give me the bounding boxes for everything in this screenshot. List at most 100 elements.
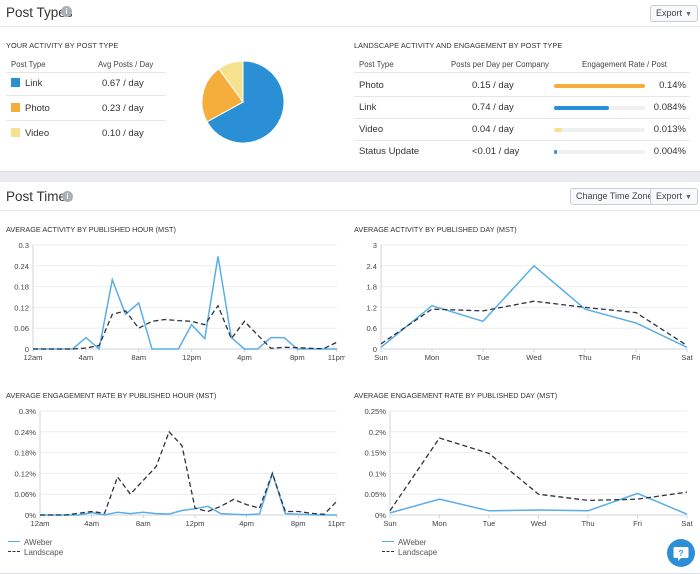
legend-swatch — [11, 128, 20, 137]
x-tick-label: Mon — [425, 353, 440, 362]
y-tick-label: 0.2% — [369, 428, 387, 437]
row-label: Video — [25, 128, 50, 139]
series-line-landscape — [389, 437, 688, 512]
row-post-type: Status Update — [359, 146, 420, 157]
activity-by-hour-chart: 0 0.06 0.12 0.18 0.24 0.3 12am 4am 8am 12pm 4pm 8pm… — [14, 241, 345, 362]
post-types-panel: Post Types i Export ▼ YOUR ACTIVITY BY PO… — [0, 0, 700, 172]
x-tick-label: Wed — [526, 353, 541, 362]
x-tick-label: 11pm — [328, 353, 345, 362]
x-tick-label: Thu — [581, 519, 594, 528]
chart-title: AVERAGE ENGAGEMENT RATE BY PUBLISHED HOU… — [6, 391, 217, 400]
y-tick-label: 0.25% — [364, 407, 386, 416]
x-tick-label: 12pm — [182, 353, 201, 362]
y-tick-label: 1.8 — [366, 283, 377, 292]
x-tick-label: 8pm — [290, 353, 305, 362]
col-header-posts-per-day: Posts per Day per Company — [451, 60, 549, 69]
col-header-avg-posts: Avg Posts / Day — [98, 60, 154, 69]
engagement-by-day-chart: 0% 0.05% 0.1% 0.15% 0.2% 0.25% Sun Mon Tue Wed Thu… — [364, 407, 693, 528]
activity-by-day-chart: 0 0.6 1.2 1.8 2.4 3 Sun Mon Tue Wed Thu Fri Sat — [366, 241, 693, 362]
x-tick-label: Fri — [632, 353, 641, 362]
series-line-landscape — [33, 304, 338, 350]
row-posts-per-day: 0.74 / day — [472, 102, 514, 113]
series-line-aweber — [380, 264, 688, 348]
info-icon[interactable]: i — [61, 6, 72, 17]
post-times-panel: Post Times i Change Time Zone... Export ▼ — [0, 182, 700, 574]
x-tick-label: 8am — [136, 519, 151, 528]
y-tick-label: 0.3 — [18, 241, 29, 250]
row-label: Photo — [25, 103, 50, 114]
y-tick-label: 0.06% — [14, 490, 36, 499]
info-icon[interactable]: i — [62, 191, 73, 202]
pie-slice-video — [218, 60, 244, 104]
row-value: 0.67 / day — [102, 78, 144, 89]
chart-title: AVERAGE ACTIVITY BY PUBLISHED DAY (MST) — [354, 225, 517, 234]
x-tick-label: Tue — [483, 519, 496, 528]
engagement-by-hour-chart: 0% 0.06% 0.12% 0.18% 0.24% 0.3% 12am 4am 8am 12pm… — [14, 407, 345, 528]
col-header-engagement-rate: Engagement Rate / Post — [582, 60, 667, 69]
chevron-down-icon: ▼ — [685, 194, 692, 201]
row-value: 0.10 / day — [102, 128, 144, 139]
legend-item-landscape: Landscape — [8, 548, 63, 557]
x-tick-label: Sun — [383, 519, 397, 528]
y-tick-label: 0.24 — [14, 262, 29, 271]
row-post-type: Link — [11, 78, 42, 89]
y-tick-label: 0.12% — [14, 469, 36, 478]
y-tick-label: 0.12 — [14, 303, 29, 312]
x-tick-label: Tue — [477, 353, 490, 362]
y-tick-label: 0.18 — [14, 283, 29, 292]
x-tick-label: 4pm — [239, 519, 254, 528]
row-engagement-rate: 0.004% — [653, 146, 686, 157]
row-value: 0.23 / day — [102, 103, 144, 114]
y-tick-label: 0.24% — [14, 428, 36, 437]
y-tick-label: 0.05% — [364, 490, 386, 499]
row-post-type: Photo — [11, 103, 50, 114]
y-tick-label: 0% — [25, 511, 36, 520]
row-post-type: Link — [359, 102, 377, 113]
y-tick-label: 0 — [373, 345, 377, 354]
legend-swatch — [11, 78, 20, 87]
chevron-down-icon: ▼ — [685, 11, 692, 18]
x-tick-label: 4am — [78, 353, 93, 362]
help-chat-button[interactable]: ? — [667, 539, 695, 567]
chart-title: AVERAGE ACTIVITY BY PUBLISHED HOUR (MST) — [6, 225, 176, 234]
y-tick-label: 2.4 — [366, 262, 377, 271]
x-tick-label: Sat — [681, 353, 693, 362]
x-tick-label: Fri — [633, 519, 642, 528]
x-tick-label: Mon — [432, 519, 447, 528]
chart-title: AVERAGE ENGAGEMENT RATE BY PUBLISHED DAY… — [354, 391, 558, 400]
col-header-post-type: Post Type — [11, 60, 46, 69]
row-post-type: Video — [359, 124, 384, 135]
y-tick-label: 0 — [25, 345, 29, 354]
your-activity-title: YOUR ACTIVITY BY POST TYPE — [6, 41, 119, 50]
landscape-activity-title: LANDSCAPE ACTIVITY AND ENGAGEMENT BY POS… — [354, 41, 563, 50]
row-engagement-rate: 0.013% — [653, 124, 686, 135]
y-tick-label: 1.2 — [366, 303, 377, 312]
row-engagement-rate: 0.14% — [659, 80, 686, 91]
engagement-bar-fill — [554, 106, 609, 110]
engagement-bar — [554, 106, 645, 110]
y-tick-label: 0.3% — [19, 407, 37, 416]
row-posts-per-day: 0.15 / day — [472, 80, 514, 91]
export-button[interactable]: Export ▼ — [650, 5, 698, 22]
legend-item-aweber: AWeber — [382, 538, 426, 547]
x-tick-label: Wed — [531, 519, 546, 528]
chat-question-icon: ? — [673, 547, 689, 561]
x-tick-label: 8am — [131, 353, 146, 362]
series-line-aweber — [33, 256, 337, 351]
y-tick-label: 0.06 — [14, 324, 29, 333]
engagement-bar — [554, 84, 645, 88]
row-label: Link — [25, 78, 43, 89]
legend-item-landscape: Landscape — [382, 548, 437, 557]
x-tick-label: 8pm — [291, 519, 306, 528]
engagement-bar — [554, 128, 645, 132]
row-post-type: Video — [11, 128, 49, 139]
series-line-landscape — [380, 300, 688, 347]
x-tick-label: 12am — [24, 353, 43, 362]
x-tick-label: Thu — [578, 353, 591, 362]
col-header-post-type: Post Type — [359, 60, 394, 69]
series-line-landscape — [40, 430, 338, 516]
y-tick-label: 0% — [375, 511, 386, 520]
export-button[interactable]: Export ▼ — [650, 188, 698, 205]
post-times-header: Post Times i Change Time Zone... Export ▼ — [0, 182, 700, 211]
engagement-bar-fill — [554, 84, 645, 88]
